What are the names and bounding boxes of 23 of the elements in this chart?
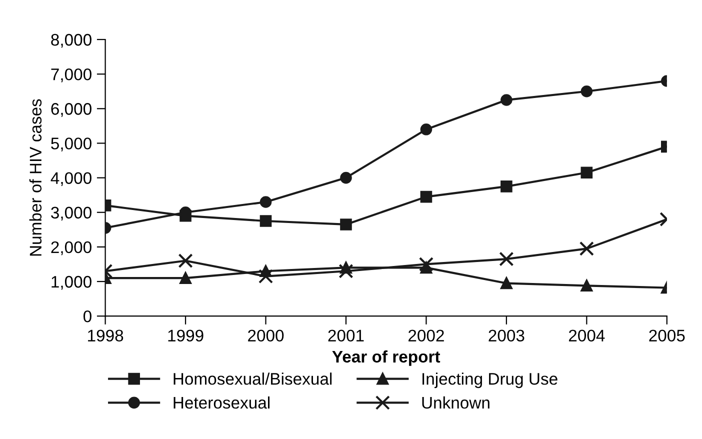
y-tick-label: 2,000: [51, 241, 92, 256]
legend-label: Homosexual/Bisexual: [174, 372, 332, 385]
legend-label: Unknown: [422, 396, 490, 409]
y-tick-label: 3,000: [51, 206, 92, 221]
x-tick-label: 2003: [488, 330, 524, 342]
y-tick-label: 8,000: [51, 34, 92, 48]
y-tick-label: 4,000: [50, 172, 92, 186]
y-axis-title: Number of HIV cases: [29, 99, 42, 256]
x-tick-label: 2005: [649, 330, 685, 342]
x-tick-label: 1999: [168, 330, 204, 342]
legend-label: Heterosexual: [174, 396, 270, 409]
x-tick-label: 2004: [568, 330, 605, 342]
x-tick-label: 2002: [408, 330, 444, 342]
x-axis-title: Year of report: [332, 350, 440, 366]
y-tick-label: 5,000: [51, 138, 92, 152]
y-tick-label: 7,000: [51, 68, 92, 82]
y-tick-label: 1,000: [52, 276, 92, 290]
y-tick-label: 6,000: [51, 103, 92, 117]
x-tick-label: 2001: [328, 330, 364, 342]
x-tick-label: 2000: [248, 330, 284, 342]
y-tick-label: 0: [83, 310, 92, 322]
legend-label: Injecting Drug Use: [422, 372, 558, 388]
x-tick-label: 1998: [88, 330, 124, 342]
